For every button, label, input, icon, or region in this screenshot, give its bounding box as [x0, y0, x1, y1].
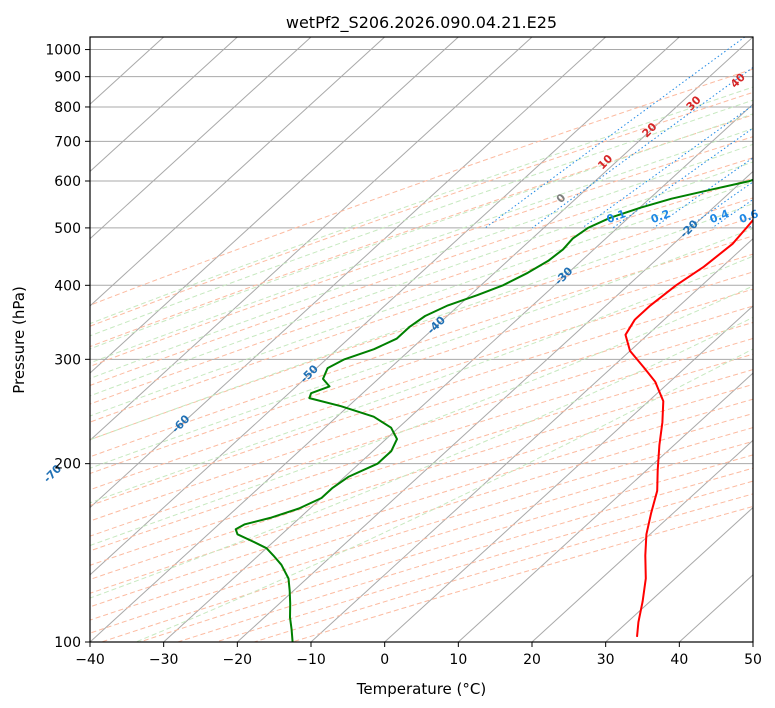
dry-adiabat-line	[90, 177, 753, 405]
temperature-profile-line	[624, 218, 753, 637]
x-axis-label: Temperature (°C)	[356, 680, 486, 698]
dry-adiabat-line	[90, 383, 753, 594]
dry-adiabat-line	[90, 337, 753, 552]
mixing-ratio-label: 0.2	[649, 207, 672, 226]
isotherm-line	[90, 37, 753, 642]
dewpoint-profile-line	[234, 178, 753, 642]
dry-adiabat-line	[90, 136, 753, 367]
isotherm-line	[90, 37, 607, 509]
moist-adiabat-line	[90, 255, 753, 504]
y-tick-label: 200	[54, 457, 81, 473]
dry-adiabat-line	[90, 369, 753, 580]
isotherm-line	[457, 372, 753, 642]
isotherm-line	[384, 305, 753, 642]
isotherm-line	[90, 37, 680, 576]
y-tick-label: 100	[54, 635, 81, 651]
dry-adiabat-line	[90, 321, 753, 537]
isotherm-line	[605, 506, 753, 642]
y-axis-label: Pressure (hPa)	[10, 286, 28, 394]
x-tick-label: 10	[449, 652, 467, 668]
mixing-ratio-line	[653, 157, 753, 229]
y-tick-label: 300	[54, 352, 81, 368]
x-tick-label: 50	[744, 652, 762, 668]
dry-adiabat-line	[90, 305, 753, 522]
y-tick-label: 700	[54, 134, 81, 150]
isotherm-line	[90, 37, 312, 240]
isotherm-line	[236, 170, 753, 642]
dry-adiabat-line	[90, 353, 753, 566]
dry-adiabat-line	[90, 114, 753, 348]
isotherm-line	[90, 37, 459, 374]
y-tick-label: 500	[54, 221, 81, 237]
moist-adiabat-line	[90, 227, 753, 469]
moist-adiabat-line	[90, 285, 753, 547]
moist-adiabat-line	[90, 316, 753, 599]
chart-title: wetPf2_S206.2026.090.04.21.E25	[286, 13, 557, 33]
mixing-ratio-label: 0.4	[708, 207, 731, 226]
isotherm-line	[163, 103, 753, 642]
y-tick-label: 600	[54, 174, 81, 190]
y-tick-label: 1000	[45, 43, 81, 59]
moist-adiabat-line	[90, 203, 753, 441]
moist-adiabat-line	[90, 113, 753, 350]
y-tick-label: 400	[54, 278, 81, 294]
moist-adiabat-line	[90, 180, 753, 417]
x-tick-label: −30	[149, 652, 179, 668]
isotherm-line	[90, 37, 238, 173]
x-tick-label: 20	[523, 652, 541, 668]
plot-frame	[89, 36, 754, 643]
mixing-ratio-label: 0.6	[737, 207, 760, 226]
moist-adiabat-line	[90, 143, 753, 379]
x-tick-label: 30	[597, 652, 615, 668]
x-tick-label: −20	[223, 652, 253, 668]
x-tick-label: −10	[296, 652, 326, 668]
y-tick-label: 900	[54, 70, 81, 86]
dry-adiabat-line	[90, 68, 753, 306]
mixing-ratio-line	[531, 66, 753, 229]
x-tick-label: 0	[380, 652, 389, 668]
isotherm-line	[90, 37, 386, 307]
mixing-ratio-label: 0.1	[605, 207, 628, 226]
isotherm-line	[531, 439, 753, 642]
y-tick-label: 800	[54, 100, 81, 116]
x-tick-label: 40	[670, 652, 688, 668]
isotherm-line	[90, 37, 533, 442]
mixing-ratio-line	[485, 37, 746, 229]
x-tick-label: −40	[75, 652, 105, 668]
